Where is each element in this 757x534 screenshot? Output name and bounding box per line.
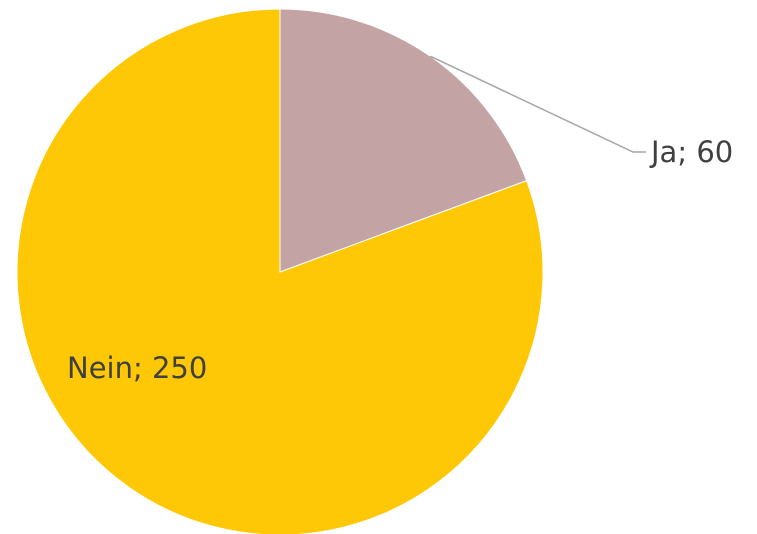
pie-slice-nein: [16, 8, 544, 534]
data-label-ja: Ja; 60: [649, 135, 733, 169]
data-label-nein: Nein; 250: [67, 351, 207, 385]
pie-slices: [16, 8, 544, 534]
leader-line-ja: [429, 55, 646, 153]
